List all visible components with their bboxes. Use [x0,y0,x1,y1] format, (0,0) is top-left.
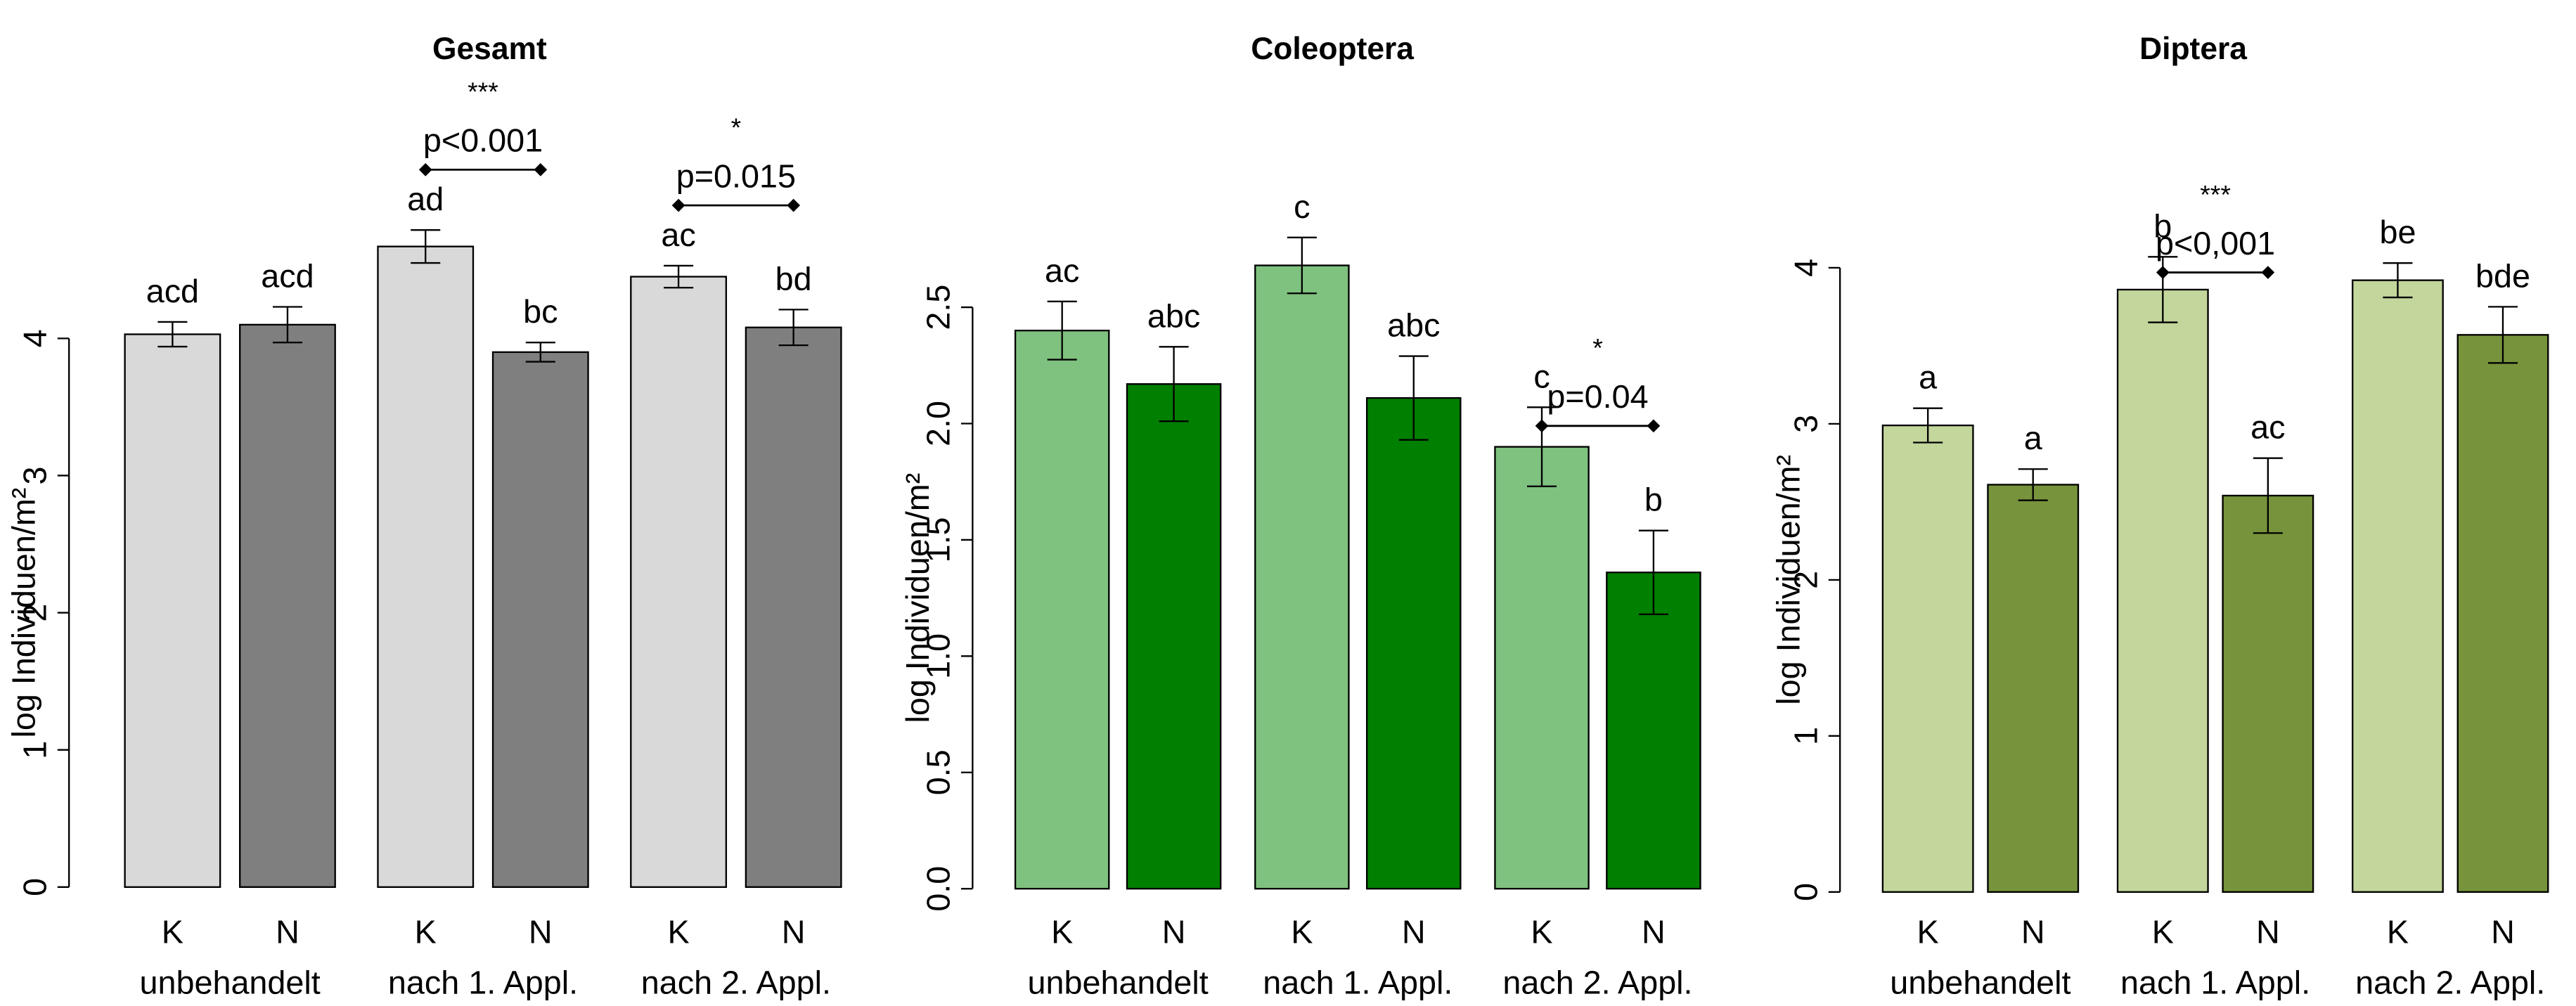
chart-title: Coleoptera [1251,32,1414,66]
y-tick-label: 1 [1787,727,1824,745]
chart-title: Diptera [2139,32,2247,66]
significance-stars: *** [468,77,498,106]
bracket-end [419,163,432,176]
chart-figure: Gesamt log Individuen/m² 0 1 2 3 4 acd Kacd Nad Kb… [0,0,2576,1006]
x-tick-label: N [2256,913,2280,950]
y-tick-label: 3 [1787,415,1824,433]
x-tick-label: K [1531,913,1552,950]
y-tick-label: 0 [1787,883,1824,901]
bar-letter: a [1919,359,1937,396]
bar [378,247,473,887]
y-tick-label: 0.5 [920,749,957,795]
x-tick-label: K [1051,913,1073,950]
group-label: unbehandelt [1028,965,1209,1001]
bracket-end [2261,266,2274,279]
bar-letter: ac [1045,252,1079,289]
bar-letter: acd [146,273,199,309]
y-tick-label: 4 [16,329,53,347]
bracket-end [1535,419,1549,432]
bar-letter: ac [661,217,695,253]
p-value: p<0.001 [423,122,543,159]
bar [2352,280,2443,892]
significance-stars: * [731,112,742,142]
group-label: nach 1. Appl. [388,965,578,1001]
significance-stars: * [1592,333,1603,363]
group-label: unbehandelt [140,965,321,1001]
bar-letter: ac [2250,409,2285,446]
group-label: nach 1. Appl. [2120,965,2310,1001]
group-label: nach 2. Appl. [641,965,831,1001]
bar [1883,425,1973,892]
bar [125,335,221,887]
p-value: p<0,001 [2156,225,2275,262]
y-tick-label: 2.5 [920,285,957,330]
x-tick-label: N [1402,913,1426,950]
group-label: nach 2. Appl. [2355,965,2545,1001]
bar [1367,398,1460,889]
x-tick-label: K [1291,913,1313,950]
bar [1127,384,1221,889]
bar [746,328,842,887]
bar-letter: bde [2475,257,2530,294]
bar-letter: acd [261,257,314,294]
y-tick-label: 1 [16,741,53,759]
bracket-end [534,163,547,176]
bar [240,325,335,887]
y-tick-label: 0.0 [920,866,957,912]
x-tick-label: K [2152,913,2174,950]
group-label: nach 1. Appl. [1263,965,1453,1001]
chart-title: Gesamt [432,32,547,66]
bar [1606,572,1700,889]
y-tick-label: 2 [1787,571,1824,589]
y-tick-label: 1.5 [920,517,957,562]
group-label: unbehandelt [1890,965,2071,1001]
y-tick-label: 2.0 [920,401,957,446]
bar-letter: abc [1147,297,1200,334]
x-tick-label: K [2387,913,2409,950]
bar-letter: ad [407,181,444,217]
y-axis-label: log Individuen/m² [899,473,936,723]
x-tick-label: N [1162,913,1186,950]
bar [1015,330,1109,889]
bar-letter: abc [1387,307,1440,344]
significance-stars: *** [2200,179,2231,209]
y-tick-label: 3 [16,466,53,484]
bracket-end [1647,419,1661,432]
bar-letter: c [1294,188,1310,225]
p-value: p=0.04 [1547,378,1648,415]
x-tick-label: N [2491,913,2515,950]
bar [1495,447,1588,889]
bar [2223,496,2314,892]
bar-letter: bc [523,293,558,330]
x-tick-label: N [782,913,806,950]
bracket-end [2156,266,2170,279]
bar [2118,290,2208,892]
page: Gesamt log Individuen/m² 0 1 2 3 4 acd Kacd Nad Kb… [0,0,2576,1006]
bar [493,352,588,887]
bar-letter: be [2379,214,2416,250]
bar-letter: bd [775,260,812,297]
bar-letter: b [1644,482,1663,518]
y-tick-label: 1.0 [920,633,957,679]
bracket-end [787,199,800,212]
bar [631,277,726,887]
x-tick-label: N [2021,913,2045,950]
x-tick-label: N [529,913,553,950]
x-tick-label: K [415,913,437,950]
y-tick-label: 2 [16,604,53,622]
bar-letter: a [2024,420,2042,456]
bar [2458,335,2549,891]
x-tick-label: K [162,913,183,950]
p-value: p=0.015 [676,157,796,194]
x-tick-label: K [667,913,689,950]
y-tick-label: 4 [1787,259,1824,277]
bar [1988,484,2078,891]
bracket-end [672,199,685,212]
x-tick-label: K [1917,913,1939,950]
bar [1255,266,1348,889]
y-tick-label: 0 [16,878,53,896]
x-tick-label: N [276,913,300,950]
group-label: nach 2. Appl. [1502,965,1692,1001]
x-tick-label: N [1642,913,1666,950]
